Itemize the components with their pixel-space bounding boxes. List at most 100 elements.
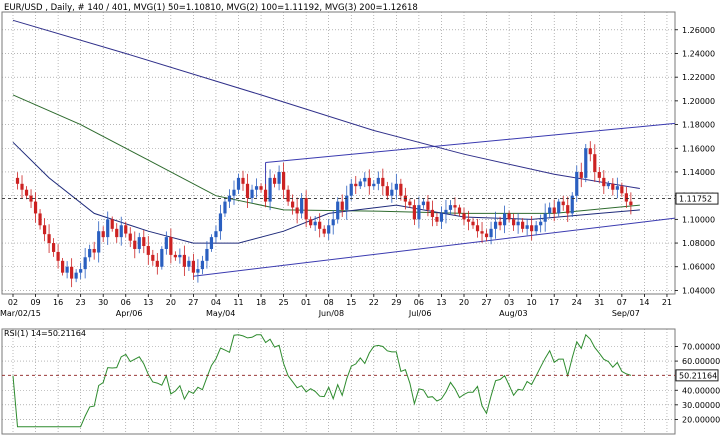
ma-200-line: [12, 19, 640, 189]
current-price-label: 1.11752: [679, 195, 712, 204]
candle-body: [119, 225, 123, 238]
month-label: Jun/08: [318, 309, 344, 318]
x-tick-label: 10: [527, 298, 537, 307]
candle-body: [146, 246, 150, 255]
candle-body: [381, 177, 385, 187]
candle-body: [97, 231, 101, 253]
candle-body: [376, 177, 380, 184]
candle-body: [570, 195, 574, 214]
y-tick-label: 1.10000: [682, 215, 715, 224]
candle-body: [15, 177, 20, 184]
rsi-tick-label: 30.00000: [682, 401, 720, 410]
candle-body: [439, 213, 444, 222]
candle-body: [584, 148, 588, 178]
candle-body: [223, 201, 227, 214]
candle-body: [151, 254, 155, 261]
candle-body: [115, 228, 119, 238]
candle-body: [137, 237, 141, 249]
x-tick-label: 24: [572, 298, 582, 307]
candle-body: [602, 177, 606, 187]
x-tick-label: 25: [279, 298, 289, 307]
ma-100-line: [12, 94, 640, 214]
candle-body: [521, 221, 525, 229]
candle-body: [128, 233, 132, 241]
x-tick-label: 23: [76, 298, 86, 307]
x-tick-label: 04: [211, 298, 221, 307]
candle-body: [498, 221, 502, 226]
x-tick-label: 31: [594, 298, 604, 307]
candle-body: [124, 225, 128, 234]
candle-body: [444, 209, 448, 214]
candle-body: [133, 240, 137, 249]
candle-body: [430, 209, 435, 217]
rsi-tick-label: 40.00000: [682, 386, 720, 395]
candle-body: [475, 225, 480, 232]
candle-body: [372, 183, 376, 187]
candle-body: [277, 171, 281, 184]
candlesticks[interactable]: [15, 141, 633, 288]
x-tick-label: 13: [143, 298, 153, 307]
candle-body: [620, 186, 624, 194]
candle-body: [218, 213, 223, 232]
month-label: Jul/06: [408, 309, 432, 318]
candle-body: [42, 225, 47, 235]
candle-body: [110, 219, 114, 229]
candle-body: [209, 237, 214, 249]
candle-body: [295, 207, 299, 214]
x-tick-label: 06: [414, 298, 424, 307]
candle-body: [448, 205, 453, 210]
candle-body: [33, 201, 38, 214]
candle-body: [286, 189, 290, 202]
candle-body: [182, 254, 186, 267]
x-tick-label: 13: [436, 298, 446, 307]
candle-body: [236, 177, 241, 190]
candle-body: [322, 228, 326, 234]
candle-body: [304, 198, 308, 220]
candle-body: [557, 201, 561, 214]
candle-body: [579, 171, 583, 178]
candle-body: [534, 225, 538, 232]
candle-body: [191, 260, 195, 273]
rsi-axis: 70.00000 60.00000 40.00000 30.00000 20.00000: [675, 343, 720, 424]
candle-body: [588, 148, 592, 155]
x-tick-label: 18: [256, 298, 266, 307]
candle-body: [254, 186, 259, 190]
rsi-grid: [2, 329, 675, 434]
candle-body: [83, 257, 87, 270]
x-tick-label: 30: [98, 298, 108, 307]
candle-body: [70, 266, 74, 279]
candle-body: [309, 219, 313, 226]
x-tick-label: 16: [53, 298, 63, 307]
candle-body: [566, 205, 570, 214]
month-label: May/04: [206, 309, 235, 318]
x-tick-label: 09: [30, 298, 40, 307]
rsi-tick-label: 60.00000: [682, 357, 720, 366]
x-tick-label: 11: [233, 298, 243, 307]
candle-body: [358, 181, 362, 187]
y-tick-label: 1.22000: [682, 73, 715, 82]
chart-title: EUR/USD , Daily, # 140 / 401, MVG(1) 50=…: [4, 3, 418, 13]
candle-body: [597, 171, 601, 178]
candle-body: [92, 248, 96, 253]
candle-body: [241, 177, 245, 184]
candle-body: [493, 221, 498, 229]
candle-body: [74, 272, 78, 279]
candle-body: [155, 260, 159, 267]
rsi-tick-label: 70.00000: [682, 343, 720, 352]
y-tick-label: 1.08000: [682, 239, 715, 248]
candle-body: [453, 205, 457, 208]
candle-body: [426, 201, 430, 210]
x-tick-label: 15: [346, 298, 356, 307]
candle-body: [160, 248, 164, 267]
candle-body: [259, 186, 263, 190]
candle-body: [561, 201, 565, 206]
candle-body: [318, 221, 322, 229]
candle-body: [205, 248, 209, 261]
month-label: Mar/02/15: [0, 309, 41, 318]
x-tick-label: 02: [8, 298, 18, 307]
y-tick-label: 1.26000: [682, 26, 715, 35]
candle-body: [268, 177, 272, 202]
candle-body: [200, 260, 205, 270]
candle-body: [106, 219, 110, 238]
